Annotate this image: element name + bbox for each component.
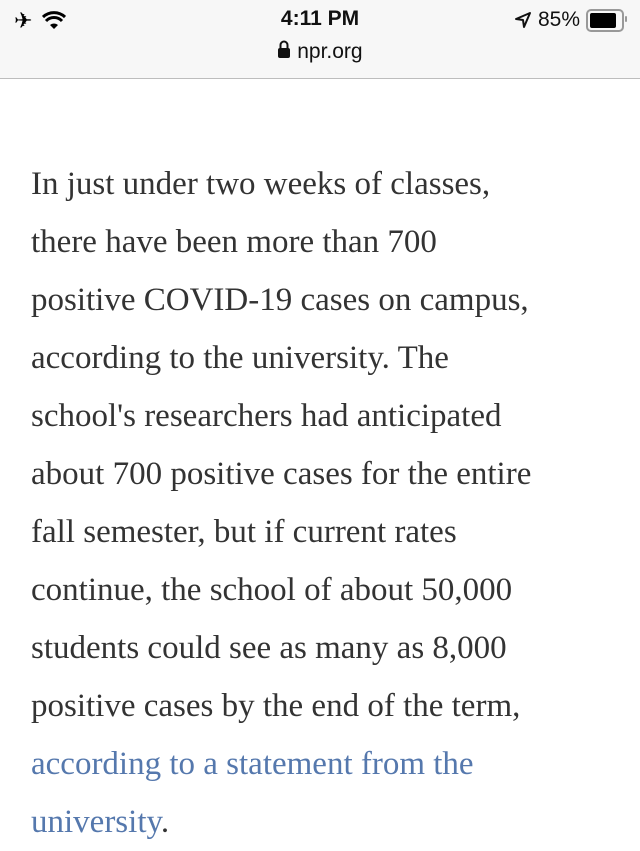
article-paragraph: In just under two weeks of classes, ther… — [0, 79, 640, 851]
status-bar: ✈ 4:11 PM npr.org 85% — [0, 0, 640, 79]
text-line: continue, the school of about 50,000 — [31, 572, 513, 608]
address-bar[interactable]: npr.org — [0, 40, 640, 64]
text-line: according to the university. The — [31, 340, 449, 376]
clock: 4:11 PM — [280, 7, 360, 30]
text-line: In just under two weeks of classes, — [31, 166, 491, 202]
wifi-icon — [42, 11, 67, 29]
text-line: school's researchers had anticipated — [31, 398, 502, 434]
lock-icon — [278, 40, 291, 58]
url-text: npr.org — [297, 40, 363, 63]
period: . — [160, 804, 170, 840]
text-line: students could see as many as 8,000 — [31, 630, 507, 666]
airplane-icon: ✈ — [14, 8, 33, 33]
statement-link-cont[interactable]: university — [31, 804, 161, 840]
text-line: positive COVID-19 cases on campus, — [31, 282, 529, 318]
battery-icon — [586, 8, 627, 32]
battery-percent: 85% — [537, 8, 580, 31]
statement-link[interactable]: according to a statement from the — [31, 746, 474, 782]
text-line: there have been more than 700 — [31, 224, 437, 260]
text-line: positive cases by the end of the term, — [31, 688, 521, 724]
text-line: fall semester, but if current rates — [31, 514, 457, 550]
location-arrow-icon — [514, 12, 531, 28]
text-line: about 700 positive cases for the entire — [31, 456, 532, 492]
